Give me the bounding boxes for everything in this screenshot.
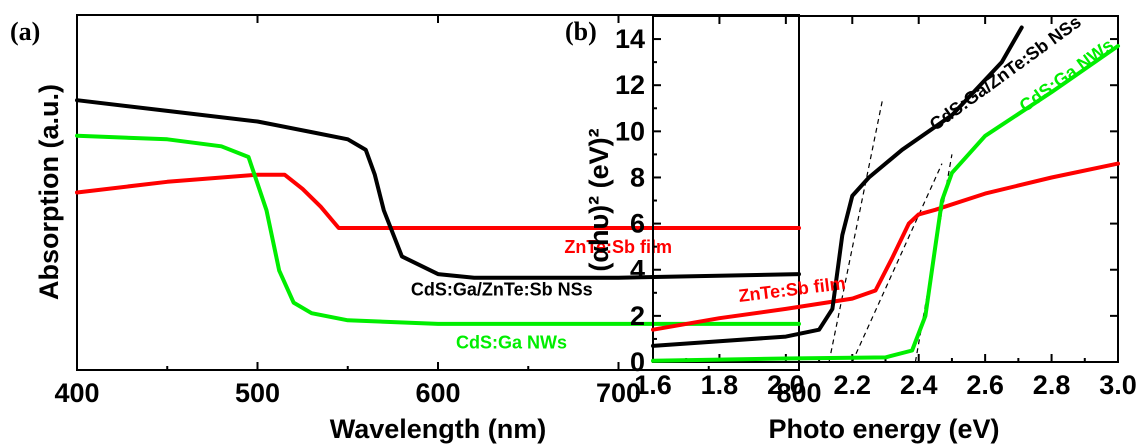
panel-b-label: (b) xyxy=(565,17,597,46)
panel-a-x-ticks: 400 500 600 700 800 xyxy=(54,15,822,408)
panel-a-label-znte-sb-film: ZnTe:Sb film xyxy=(564,237,672,257)
panel-b-y-tick-label: 6 xyxy=(630,209,645,239)
panel-b-y-tick-label: 12 xyxy=(615,70,645,100)
panel-a-label-cds-ga-nws: CdS:Ga NWs xyxy=(456,333,567,353)
panel-b-x-ticks: 1.6 1.8 2.0 2.2 2.4 2.6 2.8 3.0 xyxy=(634,16,1137,400)
panel-b-x-tick-label: 2.4 xyxy=(900,370,938,400)
panel-b-x-tick-label: 2.6 xyxy=(966,370,1004,400)
panel-b-frame xyxy=(652,15,1119,363)
panel-a-series-cds-ga-nws xyxy=(75,133,801,326)
panel-b-y-tick-label: 4 xyxy=(630,255,645,285)
panel-b-y-tick-label: 8 xyxy=(630,162,645,192)
panel-a-series-znte-sb-film xyxy=(75,172,801,230)
panel-b-x-tick-label: 2.8 xyxy=(1033,370,1071,400)
panel-b-y-tick-label: 10 xyxy=(615,116,645,146)
panel-b-x-tick-label: 1.8 xyxy=(701,370,739,400)
panel-a-plot-frame xyxy=(76,14,800,371)
tangent-line-2 xyxy=(851,163,943,363)
panel-a-series xyxy=(75,98,801,326)
panel-b-x-tick-label: 2.2 xyxy=(834,370,872,400)
panel-a-annotations: ZnTe:Sb film CdS:Ga/ZnTe:Sb NSs CdS:Ga NWs xyxy=(411,237,672,353)
panel-a-x-axis-title: Wavelength (nm) xyxy=(330,414,547,444)
panel-b-y-tick-label: 2 xyxy=(630,301,645,331)
panel-a-y-axis-title: Absorption (a.u.) xyxy=(34,84,64,300)
panel-a-x-tick-label: 500 xyxy=(235,378,280,408)
panel-b-x-tick-label: 2.0 xyxy=(767,370,805,400)
panel-b-y-tick-label: 0 xyxy=(630,347,645,377)
panel-b-series-cds-ga-znte-sb-nss xyxy=(651,25,1024,348)
tangent-line-1 xyxy=(828,101,883,363)
panel-b-series-znte-sb-film xyxy=(651,161,1120,332)
panel-a-x-tick-label: 700 xyxy=(596,378,641,408)
panel-a-label-cds-ga-znte-sb-nss: CdS:Ga/ZnTe:Sb NSs xyxy=(411,279,593,299)
panel-b-series xyxy=(651,25,1120,363)
panel-b-tangent-lines xyxy=(828,101,953,363)
panel-a-x-tick-label: 400 xyxy=(54,378,99,408)
panel-a-series-cds-ga-znte-sb-nss xyxy=(75,98,801,280)
panel-a-label: (a) xyxy=(10,17,40,46)
panel-b-y-tick-label: 14 xyxy=(615,24,645,54)
panel-b-y-ticks: 0 2 4 6 8 10 12 14 xyxy=(615,24,1118,377)
panel-a-x-tick-label: 600 xyxy=(415,378,460,408)
panel-b-series-cds-ga-nws xyxy=(651,44,1120,363)
panel-b-y-axis-title: (αhυ)² (eV)² xyxy=(584,128,614,271)
panel-b-x-tick-label: 1.6 xyxy=(634,370,672,400)
panel-b-plot-border xyxy=(652,15,1119,363)
panel-a-x-tick-label: 800 xyxy=(776,378,821,408)
panel-b-x-tick-label: 3.0 xyxy=(1099,370,1137,400)
panel-b-x-axis-title: Photo energy (eV) xyxy=(768,414,999,444)
panel-a-absorption: (a) Wavelength (nm) Absorption (a.u.) 40… xyxy=(10,14,822,444)
